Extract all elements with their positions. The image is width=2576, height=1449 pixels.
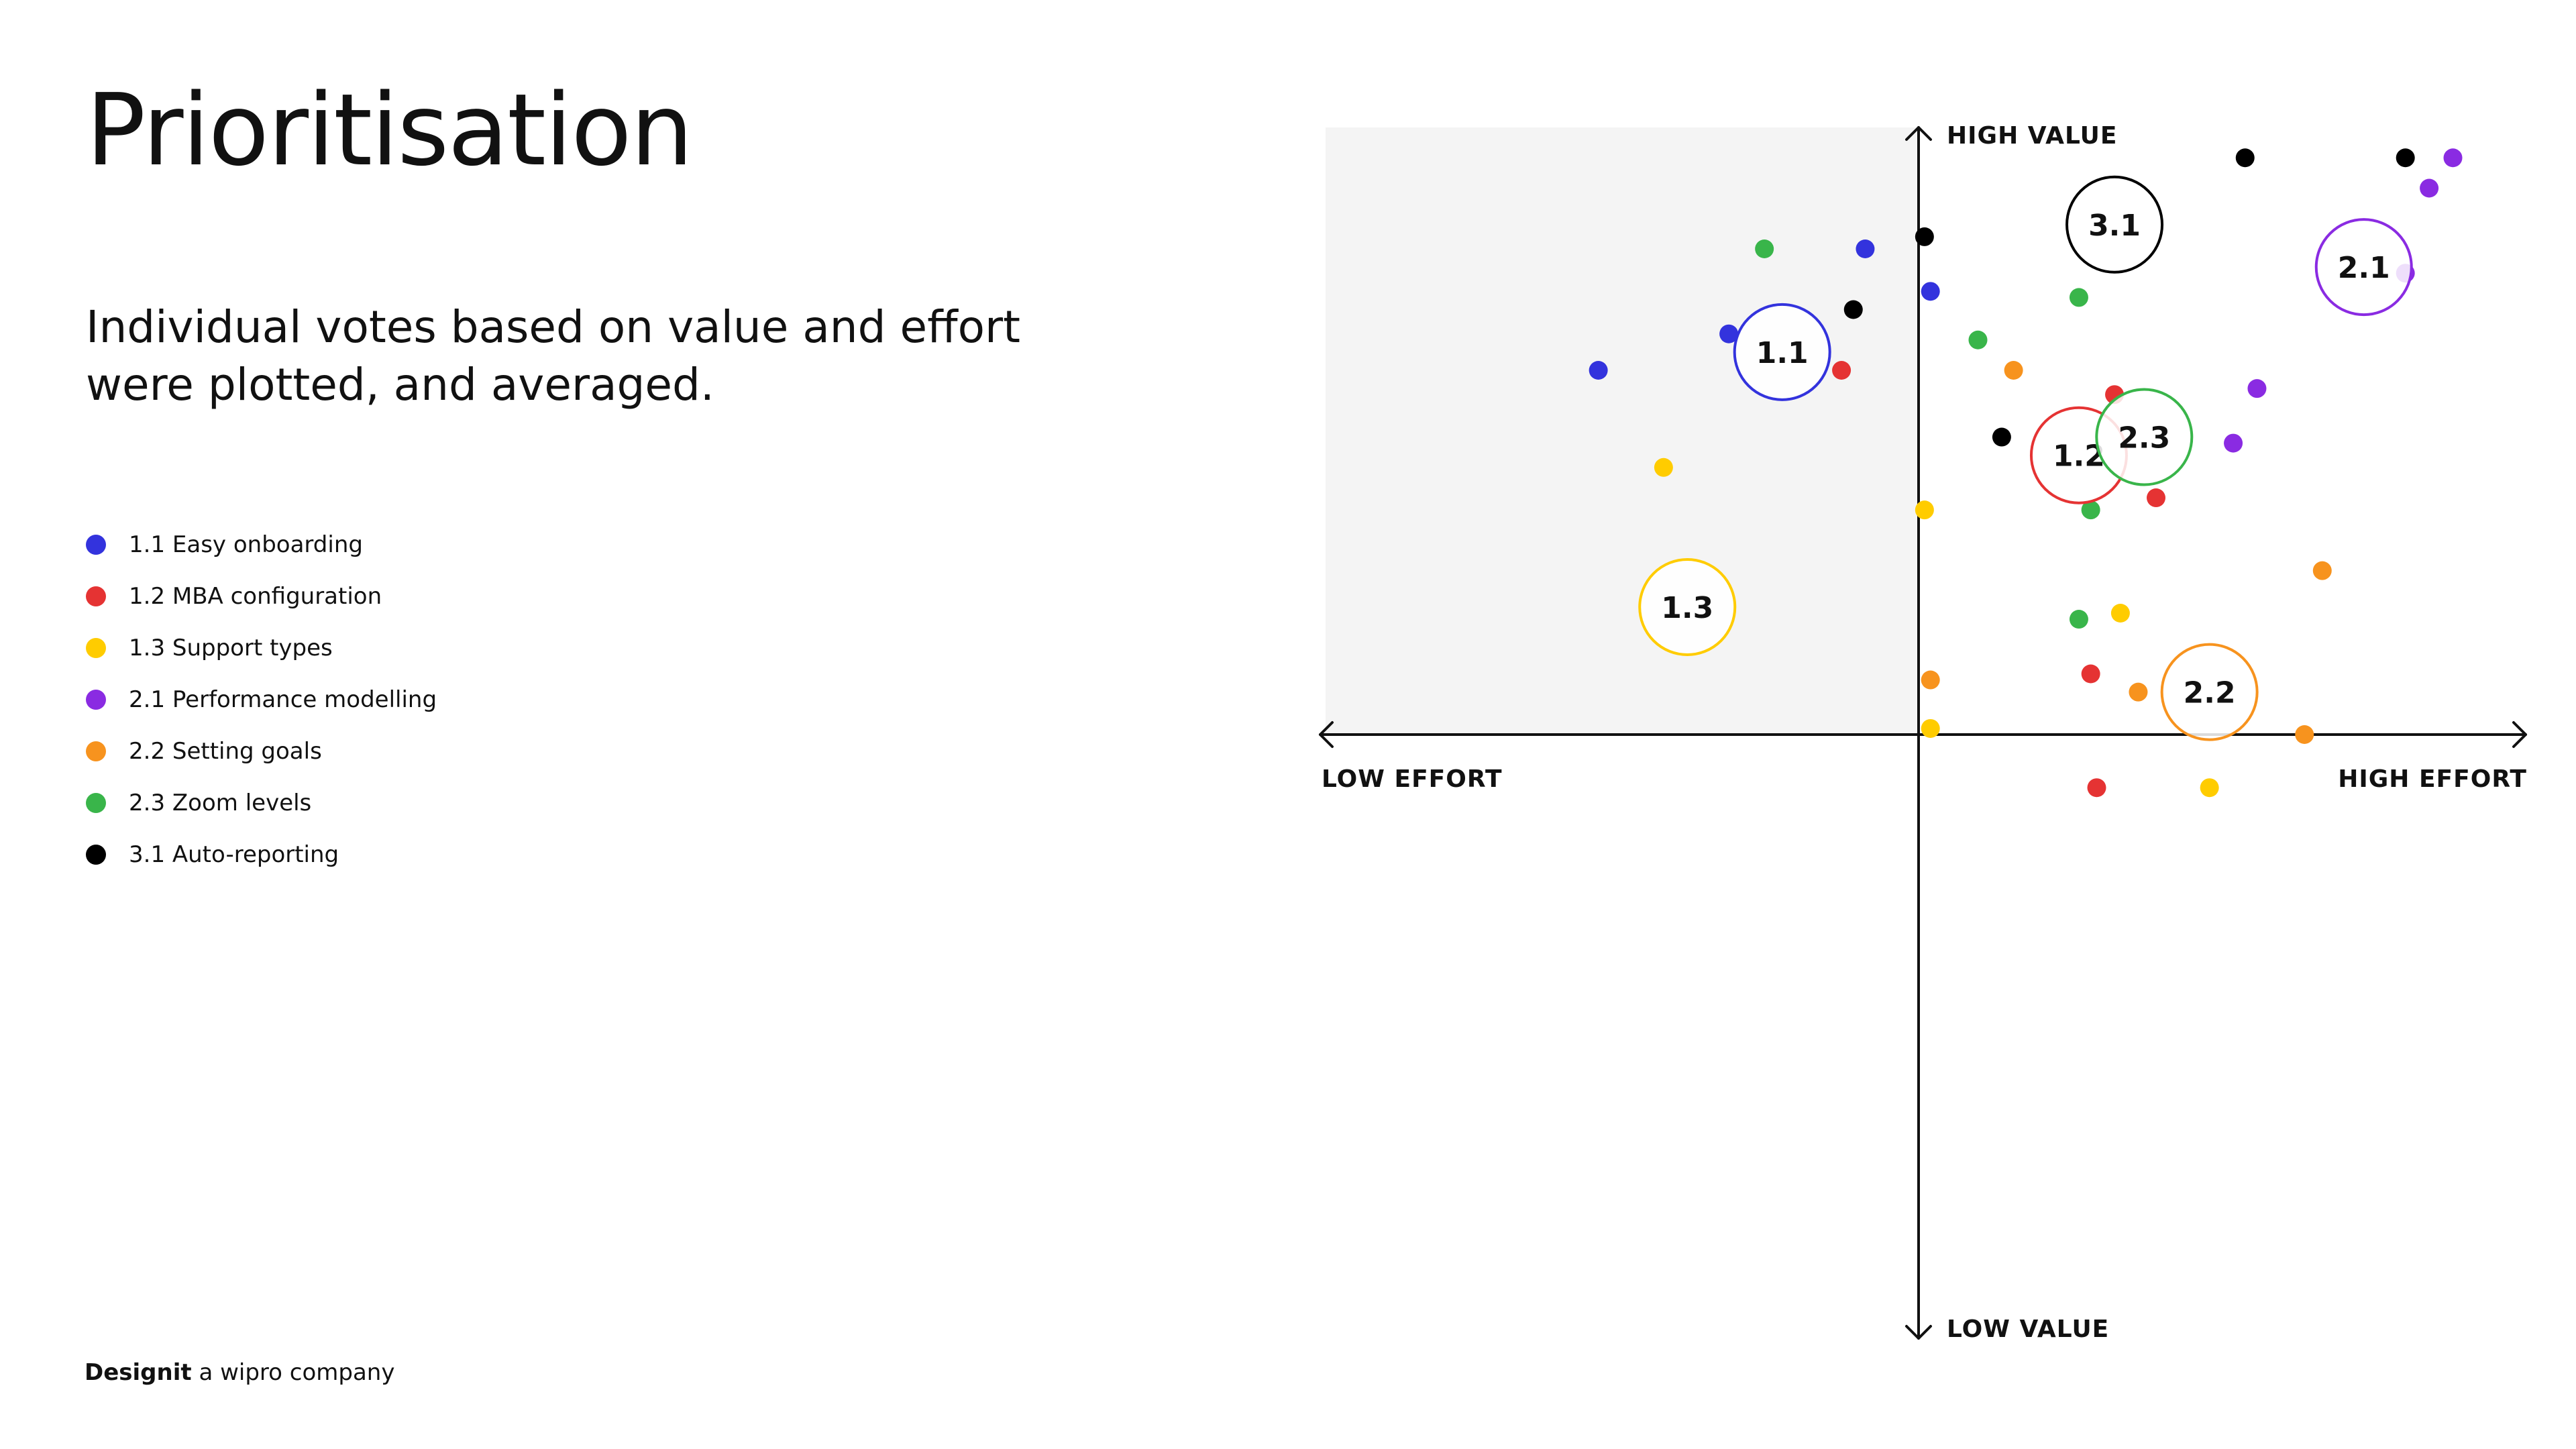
arrow-down-icon <box>1905 1325 1932 1340</box>
vote-point-1.3-2 <box>1915 500 1934 520</box>
average-ring-2.3 <box>2095 388 2194 486</box>
subtitle-line-1: Individual votes based on value and effo… <box>86 301 1020 353</box>
vote-point-1.3-4 <box>1921 718 1940 738</box>
vote-point-2.1-5 <box>2224 433 2243 453</box>
legend-item: 3.1 Auto-reporting <box>86 828 437 880</box>
arrow-right-icon <box>2512 721 2527 748</box>
legend-item: 1.3 Support types <box>86 622 437 674</box>
vote-point-1.2-4 <box>2081 664 2100 684</box>
vote-point-2.3-2 <box>2069 288 2088 307</box>
average-ring-2.1 <box>2314 218 2413 317</box>
vote-point-2.3-4 <box>2081 500 2100 520</box>
average-ring-2.2 <box>2160 643 2259 741</box>
vote-point-2.3-1 <box>1755 239 1774 258</box>
vote-point-1.1-1 <box>1589 361 1608 380</box>
vote-point-3.1-4 <box>1843 300 1863 319</box>
legend-label-1-1: 1.1 Easy onboarding <box>129 531 363 558</box>
axis-label-high-effort: HIGH EFFORT <box>2338 765 2527 793</box>
vote-point-1.1-4 <box>1921 282 1940 301</box>
legend-swatch-1-1 <box>86 534 106 555</box>
vote-point-3.1-5 <box>1992 427 2011 447</box>
vote-point-1.2-5 <box>2087 778 2106 798</box>
axes <box>1319 126 2527 1340</box>
axis-label-low-value: LOW VALUE <box>1947 1316 2109 1343</box>
axis-label-low-effort: LOW EFFORT <box>1322 765 1503 793</box>
average-rings: 1.11.21.32.12.22.33.1 <box>1638 175 2413 741</box>
legend-swatch-1-2 <box>86 586 106 606</box>
vote-point-1.3-3 <box>2110 604 2130 623</box>
average-label-1.1: 1.1 <box>1756 336 1809 370</box>
legend-swatch-2-1 <box>86 689 106 710</box>
page-subtitle: Individual votes based on value and effo… <box>86 299 1092 414</box>
vote-point-1.3-5 <box>2200 778 2219 798</box>
vote-point-2.2-5 <box>2295 725 2314 744</box>
vote-point-2.1-1 <box>2443 148 2463 168</box>
vote-point-1.2-3 <box>2147 488 2165 508</box>
average-label-3.1: 3.1 <box>2088 209 2141 243</box>
legend-swatch-1-3 <box>86 637 106 658</box>
average-ring-1.1 <box>1733 303 1831 401</box>
legend-item: 1.2 MBA configuration <box>86 570 437 622</box>
legend-label-3-1: 3.1 Auto-reporting <box>129 841 339 868</box>
low-effort-high-value-quadrant <box>1326 127 1919 735</box>
footer-brand: Designit a wipro company <box>85 1359 394 1386</box>
subtitle-line-2: were plotted, and averaged. <box>86 359 714 411</box>
vote-point-1.2-1 <box>1832 361 1851 380</box>
average-ring-1.3 <box>1638 557 1737 656</box>
vote-point-2.2-3 <box>1921 670 1940 690</box>
legend-label-2-3: 2.3 Zoom levels <box>129 789 312 816</box>
legend-label-1-3: 1.3 Support types <box>129 634 333 661</box>
chart-legend: 1.1 Easy onboarding 1.2 MBA configuratio… <box>86 519 437 880</box>
legend-label-1-2: 1.2 MBA configuration <box>129 582 382 610</box>
page-title: Prioritisation <box>86 72 694 188</box>
vote-point-3.1-3 <box>1915 227 1934 246</box>
arrow-up-icon <box>1905 126 1932 141</box>
brand-name: Designit <box>85 1359 192 1386</box>
vote-point-2.1-4 <box>2247 379 2267 398</box>
average-ring-3.1 <box>2065 175 2164 274</box>
average-label-1.3: 1.3 <box>1661 591 1713 625</box>
legend-item: 1.1 Easy onboarding <box>86 519 437 570</box>
axis-label-high-value: HIGH VALUE <box>1947 122 2118 150</box>
vote-point-3.1-2 <box>2396 148 2415 168</box>
vote-point-2.2-1 <box>2004 361 2023 380</box>
vote-point-3.1-1 <box>2235 148 2255 168</box>
vote-point-1.1-2 <box>1719 324 1739 343</box>
brand-tagline: a wipro company <box>199 1359 395 1386</box>
arrow-left-icon <box>1319 721 1334 748</box>
vote-point-2.3-5 <box>2069 610 2088 629</box>
legend-label-2-2: 2.2 Setting goals <box>129 737 322 765</box>
legend-item: 2.3 Zoom levels <box>86 777 437 828</box>
average-label-2.2: 2.2 <box>2184 676 2236 710</box>
legend-item: 2.1 Performance modelling <box>86 674 437 725</box>
legend-swatch-2-3 <box>86 792 106 813</box>
vote-point-2.2-4 <box>2129 682 2148 702</box>
legend-item: 2.2 Setting goals <box>86 725 437 777</box>
legend-swatch-3-1 <box>86 844 106 865</box>
legend-swatch-2-2 <box>86 741 106 761</box>
vote-point-1.1-3 <box>1856 239 1875 258</box>
average-label-2.1: 2.1 <box>2338 251 2390 285</box>
legend-label-2-1: 2.1 Performance modelling <box>129 686 437 713</box>
average-label-2.3: 2.3 <box>2118 421 2170 455</box>
vote-point-2.1-2 <box>2420 178 2439 198</box>
vote-point-2.3-3 <box>1968 330 1988 350</box>
vote-point-2.2-2 <box>2312 561 2332 580</box>
vote-point-1.3-1 <box>1654 458 1673 477</box>
